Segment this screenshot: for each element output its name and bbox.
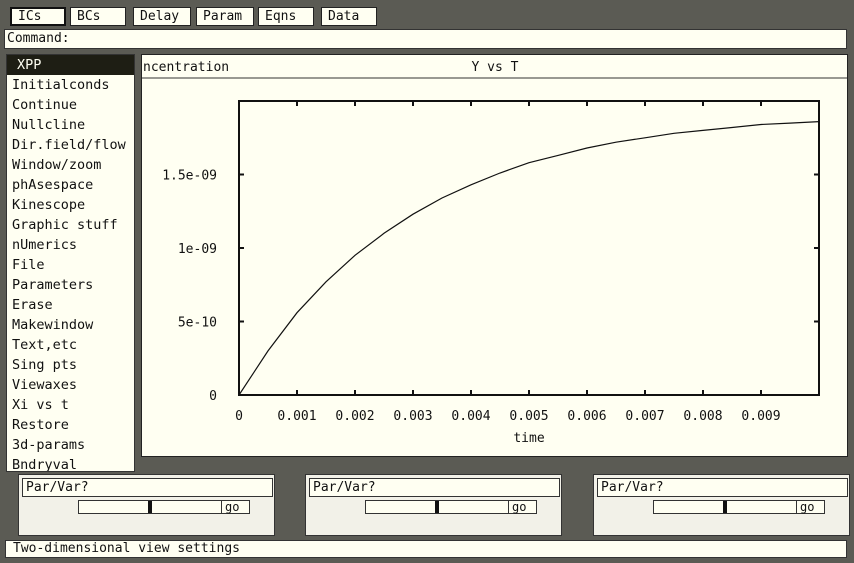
x-tick-label: 0.001 (277, 409, 316, 424)
x-tick-label: 0.007 (625, 409, 664, 424)
x-tick-label: 0.009 (741, 409, 780, 424)
menu-item-restore[interactable]: Restore (12, 417, 69, 433)
x-axis-label: time (513, 431, 544, 446)
plot-frame (238, 100, 820, 396)
slider-thumb[interactable] (723, 501, 727, 513)
slider-param-field[interactable]: Par/Var? (309, 478, 560, 497)
slider-param-field[interactable]: Par/Var? (597, 478, 848, 497)
slider-panel-3: Par/Var? go (593, 474, 850, 536)
menu-item-erase[interactable]: Erase (12, 297, 53, 313)
menu-item-continue[interactable]: Continue (12, 97, 78, 113)
status-text: Two-dimensional view settings (13, 541, 240, 556)
slider-thumb[interactable] (148, 501, 152, 513)
menu-item-parameters[interactable]: Parameters (12, 277, 94, 293)
y-tick-labels: 0 5e-10 1e-09 1.5e-09 (162, 169, 217, 405)
y-tick-label: 0 (209, 389, 217, 404)
command-label: Command: (7, 31, 70, 46)
x-tick-label: 0.003 (393, 409, 432, 424)
menu-item-xpp[interactable]: XPP (7, 55, 134, 75)
main-menu: XPP Initialconds Continue Nullcline Dir.… (6, 54, 135, 472)
menu-item-file[interactable]: File (12, 257, 45, 273)
x-tick-label: 0.008 (683, 409, 722, 424)
x-tick-label: 0.005 (509, 409, 548, 424)
menu-item-sing-pts[interactable]: Sing pts (12, 357, 78, 373)
x-tick-label: 0 (235, 409, 243, 424)
slider-track[interactable] (365, 500, 509, 514)
slider-param-field[interactable]: Par/Var? (22, 478, 273, 497)
menu-item-viewaxes[interactable]: Viewaxes (12, 377, 78, 393)
slider-thumb[interactable] (435, 501, 439, 513)
menu-item-initialconds[interactable]: Initialconds (12, 77, 110, 93)
menu-item-makewindow[interactable]: Makewindow (12, 317, 94, 333)
y-tick-label: 5e-10 (178, 316, 217, 331)
ics-button[interactable]: ICs (10, 7, 66, 26)
command-input[interactable]: Command: (4, 29, 847, 49)
menu-item-xi-vs-t[interactable]: Xi vs t (12, 397, 69, 413)
slider-go-button[interactable]: go (797, 500, 825, 514)
y-tick-label: 1.5e-09 (162, 169, 217, 184)
graph-left-label: ncentration (143, 60, 229, 75)
y-tick-label: 1e-09 (178, 242, 217, 257)
x-tick-label: 0.004 (451, 409, 490, 424)
slider-panel-1: Par/Var? go (18, 474, 275, 536)
slider-track[interactable] (78, 500, 222, 514)
menu-item-kinescope[interactable]: Kinescope (12, 197, 86, 213)
status-bar: Two-dimensional view settings (5, 540, 847, 558)
plot-svg: ncentration Y vs T 0 0.001 0.002 0.003 0.004… (142, 60, 847, 446)
menu-item-dirfield-flow[interactable]: Dir.field/flow (12, 137, 126, 153)
x-tick-label: 0.002 (335, 409, 374, 424)
graph-window[interactable]: ncentration Y vs T 0 0.001 0.002 0.003 0.004… (141, 54, 848, 457)
bcs-button[interactable]: BCs (70, 7, 126, 26)
series-line-y (238, 121, 820, 396)
eqns-button[interactable]: Eqns (258, 7, 314, 26)
chart-title: Y vs T (472, 60, 519, 75)
slider-track[interactable] (653, 500, 797, 514)
menu-item-window-zoom[interactable]: Window/zoom (12, 157, 102, 173)
slider-go-button[interactable]: go (222, 500, 250, 514)
param-button[interactable]: Param (196, 7, 254, 26)
menu-item-graphic-stuff[interactable]: Graphic stuff (12, 217, 118, 233)
x-tick-labels: 0 0.001 0.002 0.003 0.004 0.005 0.006 0.007 0.00… (235, 409, 780, 424)
slider-go-button[interactable]: go (509, 500, 537, 514)
slider-panel-2: Par/Var? go (305, 474, 562, 536)
menu-item-bndryval[interactable]: Bndryval (12, 457, 78, 472)
data-button[interactable]: Data (321, 7, 377, 26)
menu-item-numerics[interactable]: nUmerics (12, 237, 78, 253)
menu-item-text-etc[interactable]: Text,etc (12, 337, 78, 353)
delay-button[interactable]: Delay (133, 7, 191, 26)
menu-item-3d-params[interactable]: 3d-params (12, 437, 86, 453)
menu-item-phasespace[interactable]: phAsespace (12, 177, 94, 193)
x-tick-label: 0.006 (567, 409, 606, 424)
axis-ticks (238, 101, 819, 396)
menu-item-nullcline[interactable]: Nullcline (12, 117, 86, 133)
